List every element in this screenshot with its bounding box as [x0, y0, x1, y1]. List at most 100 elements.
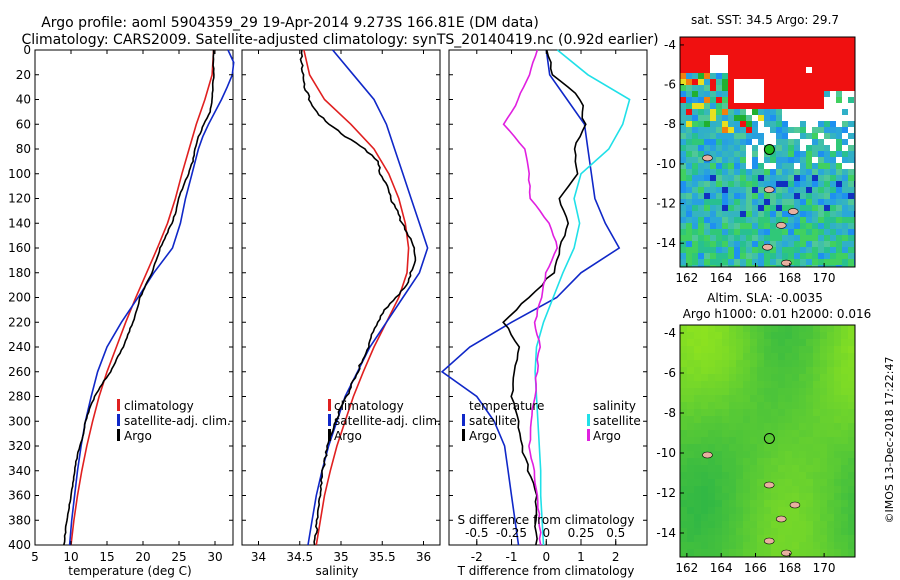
sst-cell	[680, 91, 686, 97]
sst-cell	[758, 169, 764, 175]
sst-cell	[806, 229, 812, 235]
sla-cell	[701, 493, 708, 500]
sla-cell	[827, 535, 834, 542]
sla-cell	[687, 409, 694, 416]
sst-cell	[716, 259, 722, 265]
sla-cell	[736, 388, 743, 395]
sla-cell	[806, 549, 813, 556]
sst-cell	[716, 133, 722, 139]
sla-cell	[813, 465, 820, 472]
sla-cell	[687, 507, 694, 514]
sst-cell	[734, 241, 740, 247]
sst-cell	[716, 235, 722, 241]
sla-cell	[827, 395, 834, 402]
sst-cell	[776, 205, 782, 211]
sla-cell	[785, 542, 792, 549]
sst-cell	[764, 43, 770, 49]
sst-cell	[722, 157, 728, 163]
sst-cell	[824, 127, 830, 133]
sla-cell	[827, 374, 834, 381]
sla-cell	[841, 388, 848, 395]
sst-cell	[764, 259, 770, 265]
sla-cell	[806, 332, 813, 339]
sla-cell	[708, 542, 715, 549]
sla-cell	[827, 437, 834, 444]
sla-cell	[736, 423, 743, 430]
sla-cell	[764, 451, 771, 458]
sla-cell	[722, 458, 729, 465]
sst-cell	[800, 133, 806, 139]
sst-cell	[698, 163, 704, 169]
sst-cell	[758, 223, 764, 229]
sla-cell	[848, 402, 855, 409]
sla-cell	[687, 465, 694, 472]
sla-cell	[820, 423, 827, 430]
sst-cell	[818, 139, 824, 145]
sla-cell	[827, 479, 834, 486]
sla-cell	[708, 353, 715, 360]
sst-cell	[770, 61, 776, 67]
sla-cell	[736, 444, 743, 451]
sst-cell	[728, 37, 734, 43]
sst-cell	[698, 265, 704, 267]
sla-cell	[764, 416, 771, 423]
sst-cell	[836, 175, 842, 181]
sla-cell	[743, 332, 750, 339]
argo-position-marker	[763, 432, 775, 444]
sla-cell	[792, 472, 799, 479]
map-x-tick-label: 170	[813, 561, 836, 575]
sst-cell	[686, 37, 692, 43]
sla-cell	[750, 479, 757, 486]
sla-cell	[771, 479, 778, 486]
sst-cell	[680, 67, 686, 73]
sst-cell	[824, 43, 830, 49]
sla-cell	[729, 493, 736, 500]
sst-cell	[740, 151, 746, 157]
sst-cell	[764, 115, 770, 121]
sla-cell	[792, 486, 799, 493]
sst-cell	[842, 205, 848, 211]
sst-cell	[698, 241, 704, 247]
sla-cell	[792, 353, 799, 360]
sla-cell	[729, 472, 736, 479]
sst-cell	[746, 127, 752, 133]
sla-cell	[701, 367, 708, 374]
sla-cell	[813, 542, 820, 549]
sla-cell	[701, 381, 708, 388]
sst-cell	[698, 127, 704, 133]
sst-cell	[716, 49, 722, 55]
sla-cell	[743, 346, 750, 353]
sla-cell	[806, 430, 813, 437]
sla-cell	[834, 451, 841, 458]
sst-cell	[686, 265, 692, 267]
sst-cell	[716, 67, 722, 73]
sst-cell	[680, 115, 686, 121]
sst-cell	[740, 115, 746, 121]
sst-cell	[710, 157, 716, 163]
sla-cell	[687, 339, 694, 346]
sst-cell	[722, 43, 728, 49]
sla-cell	[848, 367, 855, 374]
sst-cell	[776, 103, 782, 109]
sst-cell	[794, 169, 800, 175]
sla-cell	[687, 367, 694, 374]
sst-cell	[776, 121, 782, 127]
sla-cell	[743, 465, 750, 472]
sst-cell	[728, 145, 734, 151]
sst-cell	[836, 241, 842, 247]
sla-cell	[813, 444, 820, 451]
sst-cell	[782, 121, 788, 127]
sla-cell	[694, 514, 701, 521]
sla-cell	[778, 325, 785, 332]
sst-cell	[728, 133, 734, 139]
sst-cell	[770, 169, 776, 175]
sla-cell	[687, 353, 694, 360]
sla-cell	[708, 521, 715, 528]
legend-climatology: climatology	[334, 399, 404, 413]
sla-cell	[792, 423, 799, 430]
sst-cell	[686, 103, 692, 109]
sla-cell	[827, 444, 834, 451]
sst-cell	[794, 229, 800, 235]
sla-cell	[771, 360, 778, 367]
sst-cell	[824, 67, 830, 73]
